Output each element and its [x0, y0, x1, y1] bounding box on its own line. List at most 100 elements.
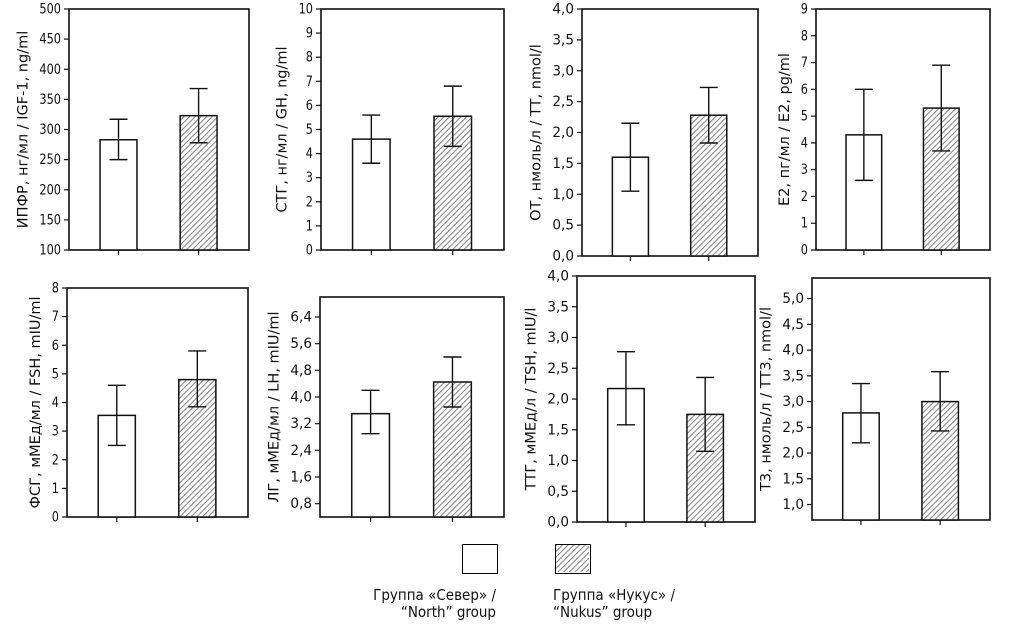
plot-frame [581, 8, 759, 257]
plot-frame [319, 296, 505, 518]
y-tick-label: 2 [52, 452, 59, 468]
y-tick-label: 200 [39, 182, 61, 198]
plot-frame [66, 287, 249, 518]
y-tick-label: 100 [39, 243, 61, 259]
y-tick-label: 2,5 [547, 361, 569, 377]
y-tick-label: 3 [801, 162, 808, 178]
legend-label-north: Группа «Север» / “North” group [373, 586, 496, 621]
y-tick-label: 3,5 [782, 368, 804, 384]
y-tick-label: 2,0 [782, 446, 804, 462]
y-tick-label: 4,0 [782, 343, 804, 359]
plot-frame [576, 275, 756, 523]
y-tick-label: 7 [52, 309, 59, 325]
y-tick-label: 5 [801, 109, 808, 125]
y-tick-label: 9 [306, 26, 313, 42]
y-tick-label: 6,4 [290, 310, 312, 326]
y-tick-label: 2,0 [552, 125, 574, 141]
y-axis-label: СТГ, нг/мл / GH, ng/ml [275, 46, 291, 212]
legend-swatch-north [462, 544, 498, 574]
y-tick-label: 4,5 [782, 317, 804, 333]
y-tick-label: 1,5 [552, 156, 574, 172]
y-tick-label: 3,5 [547, 299, 569, 315]
y-tick-label: 3,0 [547, 330, 569, 346]
y-tick-label: 7 [801, 55, 808, 71]
legend-swatch-nukus [555, 544, 591, 574]
y-tick-label: 3,2 [290, 416, 312, 432]
y-tick-label: 8 [52, 281, 59, 297]
chart-panel-4: 0 1 2 3 4 5 6 7 8 9 Е2, пг/мл / E2, pg/ml [777, 2, 991, 259]
y-tick-label: 4,0 [552, 2, 574, 18]
y-tick-label: 3,5 [552, 32, 574, 48]
chart-panel-8: 1,0 1,5 2,0 2,5 3,0 3,5 4,0 4,5 5,0 Т3, нмоль/л /… [758, 277, 991, 525]
y-axis-label: Т3, нмоль/л / ТТ3, nmol/l [758, 307, 774, 492]
y-tick-label: 5,0 [782, 291, 804, 307]
y-tick-label: 2 [306, 194, 313, 210]
y-tick-label: 7 [306, 74, 313, 90]
plot-frame [320, 8, 505, 251]
chart-panel-6: 0,8 1,6 2,4 3,2 4,0 4,8 5,6 6,4 ЛГ, мМЕд/мл / LH… [266, 296, 505, 522]
y-tick-label: 4,8 [290, 363, 312, 379]
y-tick-label: 1,5 [547, 422, 569, 438]
chart-panel-2: 0 1 2 3 4 5 6 7 8 9 10 СТГ, нг/мл / GH, ng/ml [275, 2, 505, 259]
y-tick-label: 2,5 [552, 94, 574, 110]
y-tick-label: 2,5 [782, 420, 804, 436]
y-tick-label: 0,5 [552, 218, 574, 234]
y-tick-label: 0,0 [552, 249, 574, 265]
plot-frame [815, 8, 991, 251]
y-axis-label: Е2, пг/мл / E2, pg/ml [777, 53, 793, 206]
y-tick-label: 5,6 [290, 336, 312, 352]
y-axis-label: ОТ, нмоль/л / TT, nmol/l [528, 44, 544, 221]
y-tick-label: 1,0 [782, 497, 804, 513]
y-tick-label: 4,0 [547, 269, 569, 285]
y-tick-label: 3 [52, 424, 59, 440]
chart-panel-3: 0,0 0,5 1,0 1,5 2,0 2,5 3,0 3,5 4,0 ОТ, нмоль/л /… [528, 2, 759, 265]
y-tick-label: 5 [52, 366, 59, 382]
y-axis-label: ФСГ, мМЕд/мл / FSH, mIU/ml [28, 297, 44, 509]
y-tick-label: 0 [801, 243, 808, 259]
y-tick-label: 6 [801, 82, 808, 98]
y-tick-label: 1,0 [547, 453, 569, 469]
chart-panel-7: 0,0 0,5 1,0 1,5 2,0 2,5 3,0 3,5 4,0 ТТГ, мМЕд/л /… [523, 269, 756, 531]
bar-nukus [921, 400, 960, 521]
y-tick-label: 0 [306, 243, 313, 259]
y-tick-label: 6 [306, 98, 313, 114]
plot-frame [811, 277, 991, 521]
y-tick-label: 1 [801, 216, 808, 232]
legend-label-nukus: Группа «Нукус» / “Nukus” group [553, 586, 676, 621]
y-tick-label: 400 [39, 62, 61, 78]
y-tick-label: 4 [52, 395, 59, 411]
y-tick-label: 2,0 [547, 392, 569, 408]
y-tick-label: 300 [39, 122, 61, 138]
y-tick-label: 350 [39, 92, 61, 108]
y-tick-label: 6 [52, 338, 59, 354]
y-tick-label: 2 [801, 189, 808, 205]
chart-panel-5: 0 1 2 3 4 5 6 7 8 ФСГ, мМЕд/мл / FSH, mIU/ml [28, 281, 249, 526]
y-tick-label: 8 [801, 28, 808, 44]
y-tick-label: 1 [52, 481, 59, 497]
y-tick-label: 4 [801, 135, 808, 151]
y-tick-label: 8 [306, 50, 313, 66]
y-tick-label: 9 [801, 2, 808, 18]
y-tick-label: 500 [39, 2, 61, 18]
chart-panel-1: 100 150 200 250 300 350 400 450 500 ИПФР, нг/мл /… [15, 2, 250, 259]
y-tick-label: 0,0 [547, 515, 569, 531]
y-tick-label: 3,0 [552, 63, 574, 79]
y-tick-label: 0,8 [290, 496, 312, 512]
y-axis-label: ИПФР, нг/мл / IGF-1, ng/ml [15, 31, 31, 228]
plot-frame [68, 8, 250, 251]
y-tick-label: 3,0 [782, 394, 804, 410]
y-tick-label: 150 [39, 212, 61, 228]
y-tick-label: 2,4 [290, 443, 312, 459]
y-tick-label: 0,5 [547, 484, 569, 500]
y-tick-label: 4 [306, 146, 313, 162]
y-tick-label: 4,0 [290, 390, 312, 406]
y-tick-label: 1,6 [290, 470, 312, 486]
y-tick-label: 250 [39, 152, 61, 168]
y-axis-label: ЛГ, мМЕд/мл / LH, mIU/ml [266, 311, 282, 502]
y-tick-label: 0 [52, 510, 59, 526]
y-tick-label: 3 [306, 170, 313, 186]
y-tick-label: 450 [39, 32, 61, 48]
y-tick-label: 1 [306, 218, 313, 234]
y-tick-label: 5 [306, 122, 313, 138]
